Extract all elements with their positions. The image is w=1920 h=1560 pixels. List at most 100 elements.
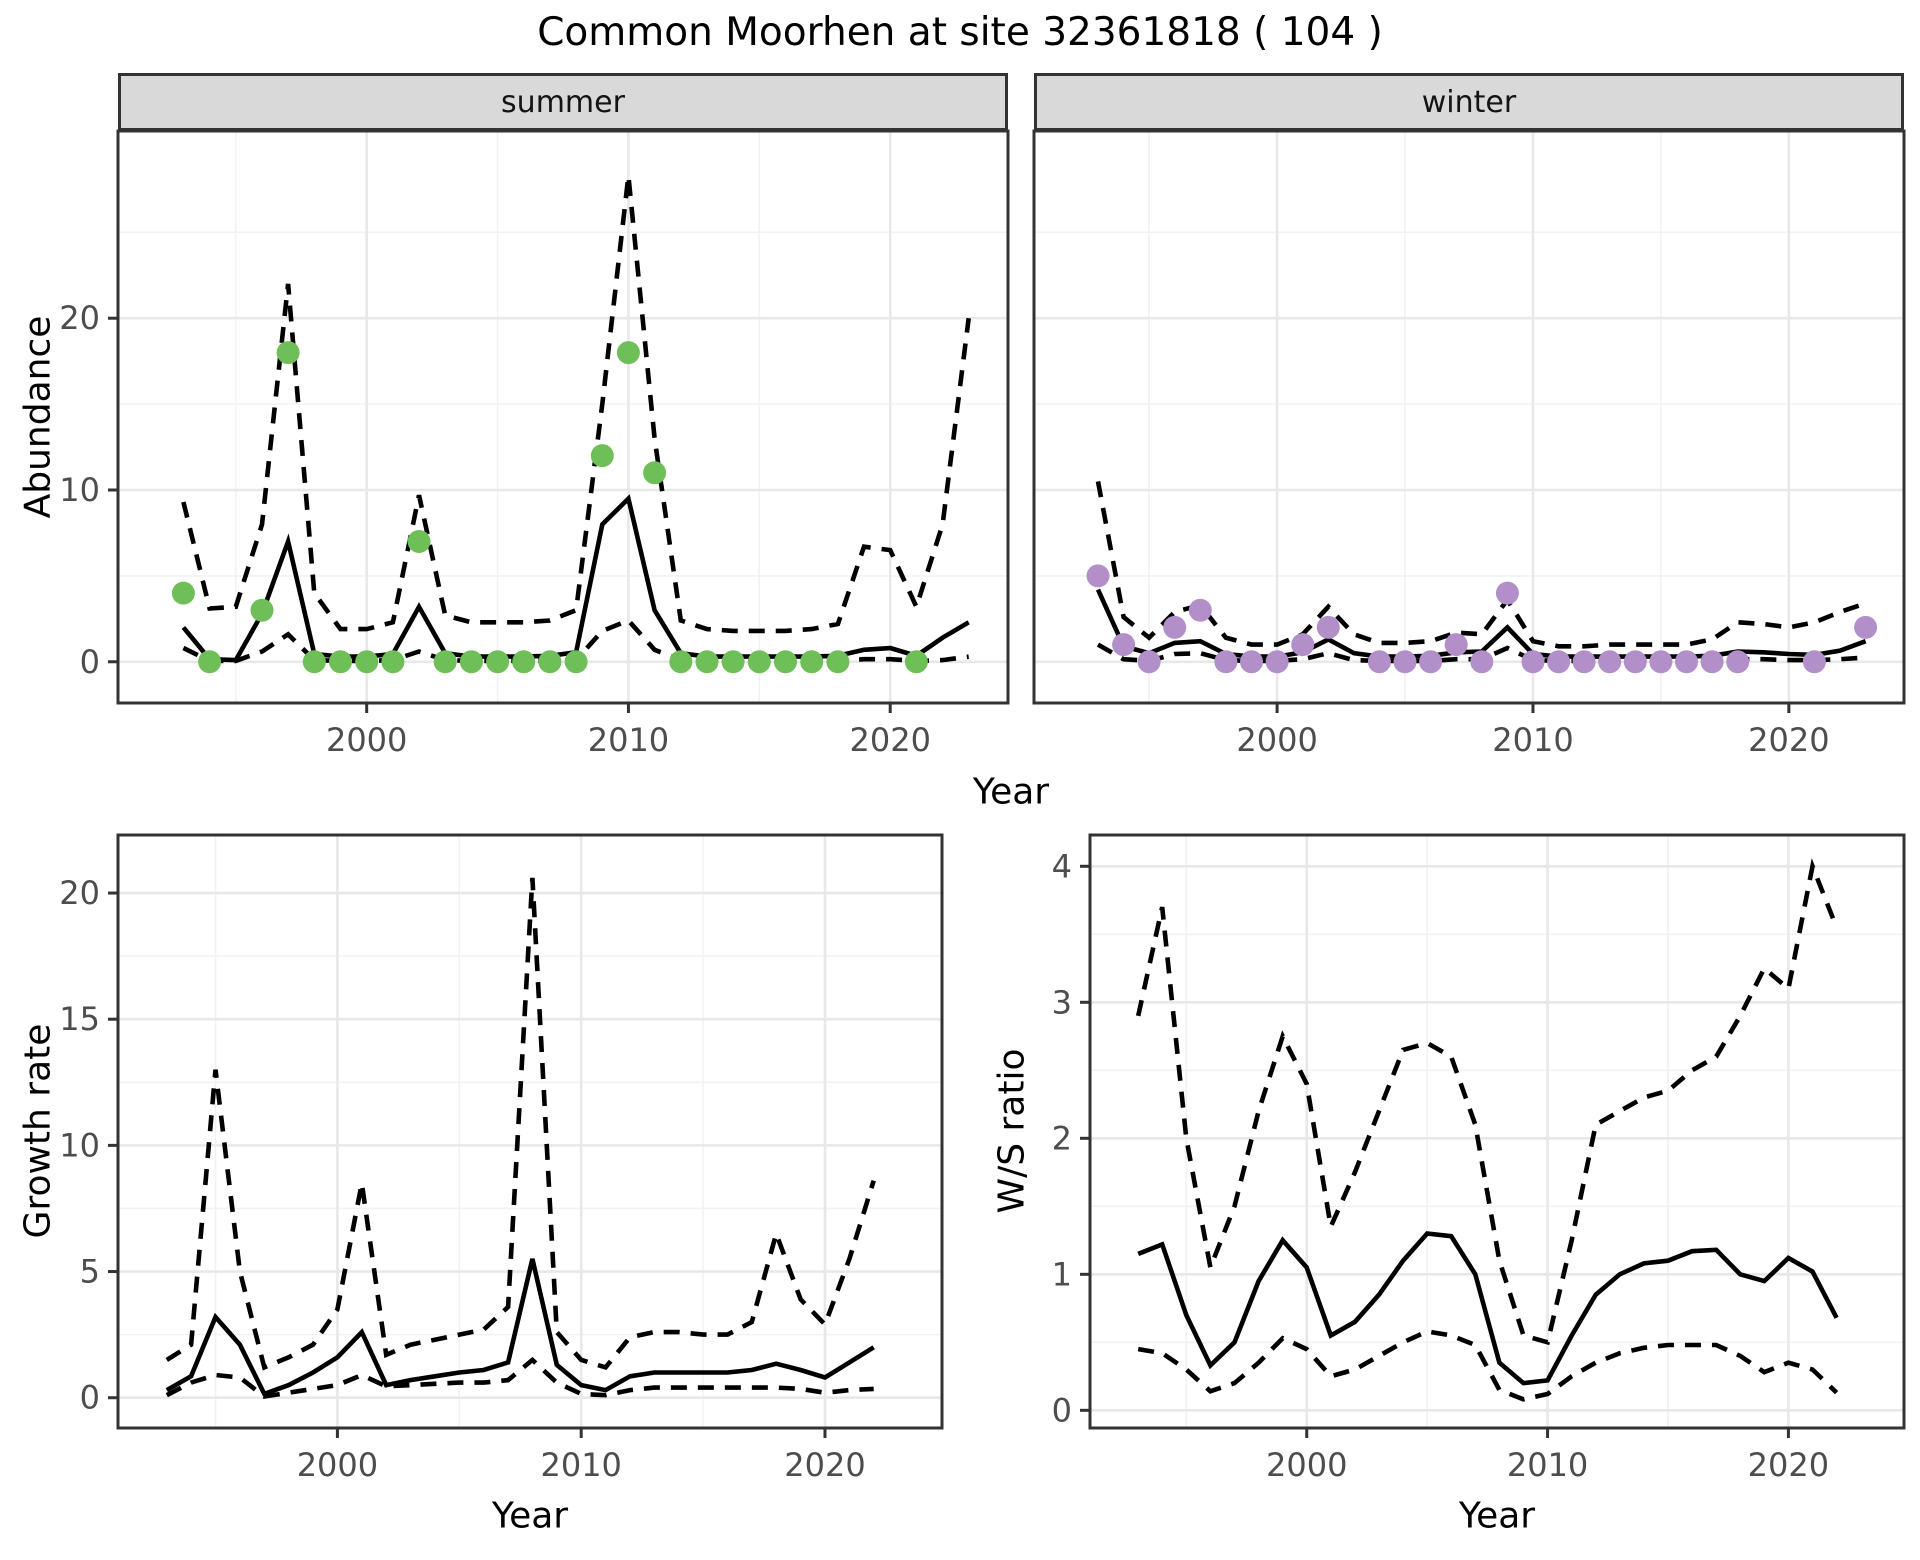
summer-observation-point <box>904 650 928 674</box>
growth-y-tick-label: 5 <box>80 1253 100 1291</box>
facet-strip-summer-label: summer <box>501 84 625 120</box>
ws-panel-border <box>1088 833 1906 1430</box>
growth-y-tick-label: 20 <box>59 874 100 912</box>
ws-panel-background <box>1090 835 1904 1428</box>
x-axis-title-ws: Year <box>1458 1495 1536 1537</box>
winter-observation-point <box>1137 650 1161 674</box>
summer-observation-point <box>198 650 222 674</box>
winter-observation-point <box>1240 650 1263 674</box>
winter-x-tick-label: 2010 <box>1492 721 1573 759</box>
winter-observation-point <box>1700 650 1724 674</box>
summer-upper_ci-line <box>181 175 971 634</box>
summer-observation-point <box>590 444 614 468</box>
winter-observation-point <box>1547 650 1571 674</box>
x-axis-title-growth: Year <box>491 1495 569 1537</box>
facet-strip-winter-label: winter <box>1421 84 1517 120</box>
summer-observation-point <box>774 650 797 674</box>
ws-y-tick-label: 2 <box>1052 1119 1072 1157</box>
growth-y-tick-label: 10 <box>59 1126 100 1164</box>
winter-observation-point <box>1470 650 1494 674</box>
facet-strip-summer: summer <box>118 73 1008 131</box>
winter-observation-point <box>1521 650 1545 674</box>
winter-observation-point <box>1367 650 1391 674</box>
winter-observation-point <box>1649 650 1673 674</box>
winter-observation-point <box>1163 615 1187 639</box>
facet-strip-winter: winter <box>1034 73 1904 131</box>
ws-upper_ci-line <box>1135 858 1839 1346</box>
winter-observation-point <box>1188 598 1212 622</box>
summer-observation-point <box>171 581 195 605</box>
growth-y-tick-label: 15 <box>59 1000 100 1038</box>
growth-x-tick-label: 2020 <box>784 1446 865 1484</box>
ws-y-tick-label: 3 <box>1052 983 1072 1021</box>
growth-x-tick-label: 2010 <box>540 1446 621 1484</box>
winter-panel-background <box>1034 131 1904 703</box>
ws-x-tick-label: 2020 <box>1748 1446 1829 1484</box>
summer-observation-point <box>486 650 510 674</box>
summer-observation-point <box>512 650 536 674</box>
summer-observation-point <box>616 341 640 365</box>
winter-observation-point <box>1495 581 1519 605</box>
summer-observation-point <box>643 461 667 485</box>
winter-observation-point <box>1623 650 1647 674</box>
winter-observation-point <box>1444 633 1468 657</box>
winter-observation-point <box>1265 650 1289 674</box>
winter-observation-point <box>1291 633 1315 657</box>
growth-upper_ci-line <box>165 877 876 1371</box>
winter-observation-point <box>1854 615 1878 639</box>
winter-x-tick-label: 2000 <box>1236 721 1317 759</box>
winter-upper_ci-line <box>1095 480 1867 649</box>
summer-observation-point <box>826 650 850 674</box>
summer-observation-point <box>564 650 588 674</box>
growth-y-tick-label: 0 <box>80 1379 100 1417</box>
summer-observation-point <box>538 650 562 674</box>
summer-observation-point <box>302 650 326 674</box>
summer-observation-point <box>459 650 483 674</box>
summer-observation-point <box>721 650 745 674</box>
figure-title: Common Moorhen at site 32361818 ( 104 ) <box>537 10 1383 55</box>
winter-observation-point <box>1726 650 1750 674</box>
winter-observation-point <box>1572 650 1596 674</box>
summer-observation-point <box>407 530 431 553</box>
summer-observation-point <box>250 598 274 622</box>
summer-observation-point <box>800 650 824 674</box>
summer-x-tick-label: 2020 <box>849 721 930 759</box>
winter-observation-point <box>1598 650 1622 674</box>
summer-x-tick-label: 2010 <box>588 721 669 759</box>
y-axis-title-abundance: Abundance <box>17 315 59 519</box>
winter-observation-point <box>1112 633 1136 657</box>
ws-x-tick-label: 2000 <box>1266 1446 1347 1484</box>
summer-y-tick-label: 10 <box>59 471 100 509</box>
y-axis-title-ws-ratio: W/S ratio <box>991 1048 1033 1214</box>
winter-observation-point <box>1419 650 1443 674</box>
winter-observation-point <box>1802 650 1826 674</box>
winter-observation-point <box>1393 650 1417 674</box>
y-axis-title-growth-rate: Growth rate <box>17 1023 59 1239</box>
summer-observation-point <box>329 650 352 674</box>
ws-y-tick-label: 1 <box>1052 1255 1072 1293</box>
ws-lower_ci-line <box>1137 1329 1839 1402</box>
summer-observation-point <box>433 650 457 674</box>
winter-observation-point <box>1316 615 1340 639</box>
summer-observation-point <box>381 650 405 674</box>
ws-y-tick-label: 0 <box>1052 1391 1072 1429</box>
summer-y-tick-label: 20 <box>59 299 100 337</box>
growth-panel-border <box>116 833 944 1430</box>
summer-observation-point <box>747 650 771 674</box>
ws-y-tick-label: 4 <box>1052 847 1072 885</box>
summer-y-tick-label: 0 <box>80 643 100 681</box>
summer-panel-border <box>116 129 1010 705</box>
winter-x-tick-label: 2020 <box>1748 721 1829 759</box>
growth-lower_ci-line <box>165 1356 874 1399</box>
winter-observation-point <box>1214 650 1238 674</box>
growth-x-tick-label: 2000 <box>297 1446 378 1484</box>
summer-observation-point <box>695 650 719 674</box>
winter-panel-border <box>1032 129 1906 705</box>
ws-ratio_median-line <box>1137 1231 1839 1386</box>
winter-observation-point <box>1086 564 1110 588</box>
ws-x-tick-label: 2010 <box>1507 1446 1588 1484</box>
x-axis-title-top: Year <box>972 771 1050 813</box>
summer-observation-point <box>669 650 693 674</box>
